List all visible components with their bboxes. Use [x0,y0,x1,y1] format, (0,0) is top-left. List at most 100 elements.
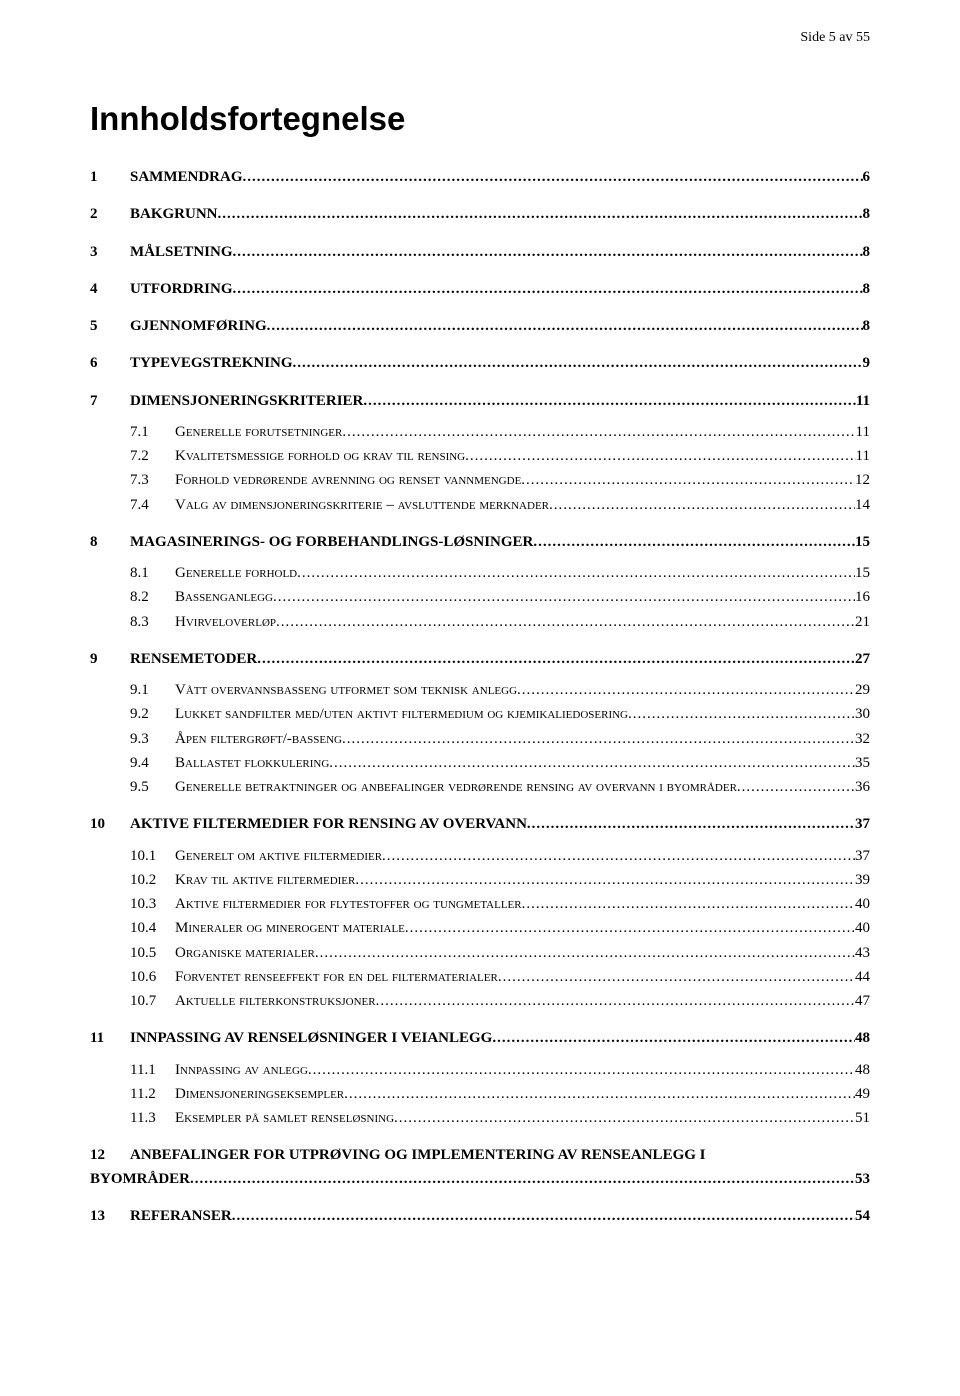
toc-text: INNPASSING AV RENSELØSNINGER I VEIANLEGG [130,1027,492,1050]
toc-entry-8: 8 MAGASINERINGS- OG FORBEHANDLINGS-LØSNI… [90,531,870,554]
toc-entry-10-5: 10.5 Organiske materialer 43 [130,942,870,965]
toc-num: 4 [90,278,130,301]
toc-num: 13 [90,1205,130,1228]
toc-entry-8-2: 8.2 Bassenganlegg 16 [130,586,870,609]
toc-title: Innholdsfortegnelse [90,100,870,138]
toc-entry-9-5: 9.5 Generelle betraktninger og anbefalin… [130,776,870,799]
toc-leader [522,893,855,916]
toc-text: UTFORDRING [130,278,233,301]
toc-text: Generelle forhold [175,562,297,585]
toc-num: 9.1 [130,679,175,702]
toc-leader [394,1107,855,1130]
toc-entry-9-4: 9.4 Ballastet flokkulering 35 [130,752,870,775]
toc-page: 8 [863,241,871,264]
toc-entry-10-1: 10.1 Generelt om aktive filtermedier 37 [130,845,870,868]
toc-num: 8.3 [130,611,175,634]
toc-leader [293,352,863,375]
toc-entry-10-2: 10.2 Krav til aktive filtermedier 39 [130,869,870,892]
toc-entry-6: 6 TYPEVEGSTREKNING 9 [90,352,870,375]
toc-entry-7-4: 7.4 Valg av dimensjoneringskriterie – av… [130,494,870,517]
toc-num: 6 [90,352,130,375]
toc-leader [465,445,855,468]
toc-page: 48 [855,1027,870,1050]
toc-num: 7.1 [130,421,175,444]
toc-page: 44 [855,966,870,989]
table-of-contents: 1 SAMMENDRAG 6 2 BAKGRUNN 8 3 MÅLSETNING… [90,166,870,1228]
toc-leader [549,494,855,517]
toc-leader [267,315,863,338]
toc-num: 2 [90,203,130,226]
toc-page: 8 [863,203,871,226]
toc-text: Aktive filtermedier for flytestoffer og … [175,893,522,916]
toc-page: 54 [855,1205,870,1228]
toc-page: 8 [863,315,871,338]
toc-page: 47 [855,990,870,1013]
toc-leader [498,966,855,989]
toc-entry-7-1: 7.1 Generelle forutsetninger 11 [130,421,870,444]
toc-num: 11.1 [130,1059,175,1082]
toc-leader [376,990,855,1013]
toc-entry-7-2: 7.2 Kvalitetsmessige forhold og krav til… [130,445,870,468]
toc-text: Eksempler på samlet renseløsning [175,1107,394,1130]
toc-leader [517,679,855,702]
toc-num: 9.5 [130,776,175,799]
toc-page: 37 [855,845,870,868]
toc-leader [190,1168,855,1191]
toc-text: Vått overvannsbasseng utformet som tekni… [175,679,517,702]
toc-num: 8 [90,531,130,554]
toc-leader [218,203,863,226]
toc-entry-8-3: 8.3 Hvirveloverløp 21 [130,611,870,634]
toc-num: 8.1 [130,562,175,585]
toc-entry-13: 13 REFERANSER 54 [90,1205,870,1228]
toc-entry-2: 2 BAKGRUNN 8 [90,203,870,226]
toc-leader [233,241,863,264]
toc-num: 10.4 [130,917,175,940]
toc-leader [342,728,855,751]
toc-page: 15 [855,562,870,585]
toc-num: 8.2 [130,586,175,609]
toc-entry-9-1: 9.1 Vått overvannsbasseng utformet som t… [130,679,870,702]
toc-page: 6 [863,166,871,189]
toc-num: 7.2 [130,445,175,468]
toc-entry-1: 1 SAMMENDRAG 6 [90,166,870,189]
toc-text: Krav til aktive filtermedier [175,869,355,892]
toc-page: 27 [855,648,870,671]
toc-num: 10.1 [130,845,175,868]
toc-page: 14 [855,494,870,517]
toc-entry-10-4: 10.4 Mineraler og minerogent materiale 4… [130,917,870,940]
toc-page: 16 [855,586,870,609]
toc-page: 49 [855,1083,870,1106]
toc-entry-11: 11 INNPASSING AV RENSELØSNINGER I VEIANL… [90,1027,870,1050]
toc-text: Bassenganlegg [175,586,273,609]
toc-leader [276,611,855,634]
toc-leader [492,1027,855,1050]
toc-num: 9 [90,648,130,671]
toc-page: 51 [855,1107,870,1130]
toc-text: Innpassing av anlegg [175,1059,308,1082]
toc-entry-11-2: 11.2 Dimensjoneringseksempler 49 [130,1083,870,1106]
toc-leader [405,917,855,940]
toc-num: 7.4 [130,494,175,517]
toc-num: 10.6 [130,966,175,989]
toc-num: 10.3 [130,893,175,916]
toc-leader [521,469,855,492]
toc-text: Forhold vedrørende avrenning og renset v… [175,469,521,492]
toc-page: 11 [856,421,870,444]
toc-text: Kvalitetsmessige forhold og krav til ren… [175,445,465,468]
toc-text: Generelt om aktive filtermedier [175,845,382,868]
toc-text: Forventet renseeffekt for en del filterm… [175,966,498,989]
toc-leader [297,562,855,585]
toc-text: Åpen filtergrøft/-basseng [175,728,342,751]
toc-page: 53 [855,1168,870,1191]
toc-num: 10.5 [130,942,175,965]
toc-text: Valg av dimensjoneringskriterie – avslut… [175,494,549,517]
toc-page: 43 [855,942,870,965]
toc-text: MÅLSETNING [130,241,233,264]
toc-page: 36 [855,776,870,799]
toc-page: 32 [855,728,870,751]
toc-leader [273,586,855,609]
toc-leader [232,1205,855,1228]
toc-page: 11 [856,390,870,413]
toc-entry-9-2: 9.2 Lukket sandfilter med/uten aktivt fi… [130,703,870,726]
toc-entry-9: 9 RENSEMETODER 27 [90,648,870,671]
